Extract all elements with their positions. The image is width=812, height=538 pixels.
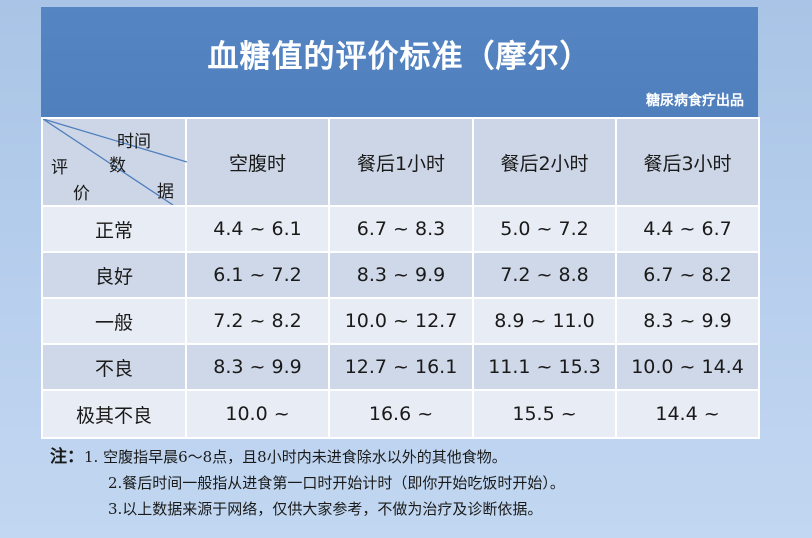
table-row: 极其不良 10.0 ~ 16.6 ~ 15.5 ~ 14.4 ~ xyxy=(41,389,760,439)
footnote-text: 1. 空腹指早晨6～8点，且8小时内未进食除水以外的其他食物。 xyxy=(84,448,507,466)
table-cell: 8.3 ~ 9.9 xyxy=(328,251,474,299)
row-label: 一般 xyxy=(41,297,187,345)
corner-header-cell: 时间 数 据 评 价 xyxy=(41,117,187,207)
glucose-table: 时间 数 据 评 价 空腹时 餐后1小时 餐后2小时 餐后3小时 正常 4.4 … xyxy=(41,117,760,439)
table-cell: 8.3 ~ 9.9 xyxy=(615,297,760,345)
table-cell: 7.2 ~ 8.8 xyxy=(472,251,617,299)
table-cell: 16.6 ~ xyxy=(328,389,474,439)
table-cell: 5.0 ~ 7.2 xyxy=(472,205,617,253)
footnote-lead: 注： xyxy=(50,447,84,467)
table-cell: 15.5 ~ xyxy=(472,389,617,439)
table-cell: 6.7 ~ 8.2 xyxy=(615,251,760,299)
table-cell: 4.4 ~ 6.1 xyxy=(185,205,330,253)
table-cell: 12.7 ~ 16.1 xyxy=(328,343,474,391)
page-title: 血糖值的评价标准（摩尔） xyxy=(207,39,592,75)
table-cell: 10.0 ~ xyxy=(185,389,330,439)
row-label: 良好 xyxy=(41,251,187,299)
table-cell: 11.1 ~ 15.3 xyxy=(472,343,617,391)
table-cell: 7.2 ~ 8.2 xyxy=(185,297,330,345)
table-header-row: 时间 数 据 评 价 空腹时 餐后1小时 餐后2小时 餐后3小时 xyxy=(41,117,760,207)
row-label: 正常 xyxy=(41,205,187,253)
column-header: 空腹时 xyxy=(185,117,330,207)
table-row: 一般 7.2 ~ 8.2 10.0 ~ 12.7 8.9 ~ 11.0 8.3 … xyxy=(41,297,760,345)
corner-data-label-2: 据 xyxy=(157,182,174,202)
table-cell: 8.3 ~ 9.9 xyxy=(185,343,330,391)
table-cell: 10.0 ~ 12.7 xyxy=(328,297,474,345)
table-cell: 6.7 ~ 8.3 xyxy=(328,205,474,253)
corner-time-label: 时间 xyxy=(117,132,151,152)
table-cell: 14.4 ~ xyxy=(615,389,760,439)
table-cell: 4.4 ~ 6.7 xyxy=(615,205,760,253)
column-header: 餐后2小时 xyxy=(472,117,617,207)
footnote-line: 2.餐后时间一般指从进食第一口时开始计时（即你开始吃饭时开始）。 xyxy=(108,474,565,492)
table-row: 良好 6.1 ~ 7.2 8.3 ~ 9.9 7.2 ~ 8.8 6.7 ~ 8… xyxy=(41,251,760,299)
corner-data-label-1: 数 xyxy=(109,156,126,176)
corner-diagonal-lines xyxy=(43,119,187,205)
table-row: 正常 4.4 ~ 6.1 6.7 ~ 8.3 5.0 ~ 7.2 4.4 ~ 6… xyxy=(41,205,760,253)
title-banner: 血糖值的评价标准（摩尔） 糖尿病食疗出品 xyxy=(41,7,758,117)
row-label: 极其不良 xyxy=(41,389,187,439)
corner-eval-label-2: 价 xyxy=(73,184,90,204)
footnote-line: 注：1. 空腹指早晨6～8点，且8小时内未进食除水以外的其他食物。 xyxy=(50,444,790,470)
source-label: 糖尿病食疗出品 xyxy=(646,93,744,109)
table-cell: 6.1 ~ 7.2 xyxy=(185,251,330,299)
table-cell: 8.9 ~ 11.0 xyxy=(472,297,617,345)
column-header: 餐后1小时 xyxy=(328,117,474,207)
table-cell: 10.0 ~ 14.4 xyxy=(615,343,760,391)
table-row: 不良 8.3 ~ 9.9 12.7 ~ 16.1 11.1 ~ 15.3 10.… xyxy=(41,343,760,391)
column-header: 餐后3小时 xyxy=(615,117,760,207)
footnotes: 注：1. 空腹指早晨6～8点，且8小时内未进食除水以外的其他食物。 2.餐后时间… xyxy=(50,444,790,522)
footnote-line: 3.以上数据来源于网络，仅供大家参考，不做为治疗及诊断依据。 xyxy=(108,500,543,518)
corner-eval-label-1: 评 xyxy=(51,158,68,178)
glucose-standards-card: 血糖值的评价标准（摩尔） 糖尿病食疗出品 时间 数 据 评 价 空腹时 餐后1小… xyxy=(41,7,760,439)
row-label: 不良 xyxy=(41,343,187,391)
